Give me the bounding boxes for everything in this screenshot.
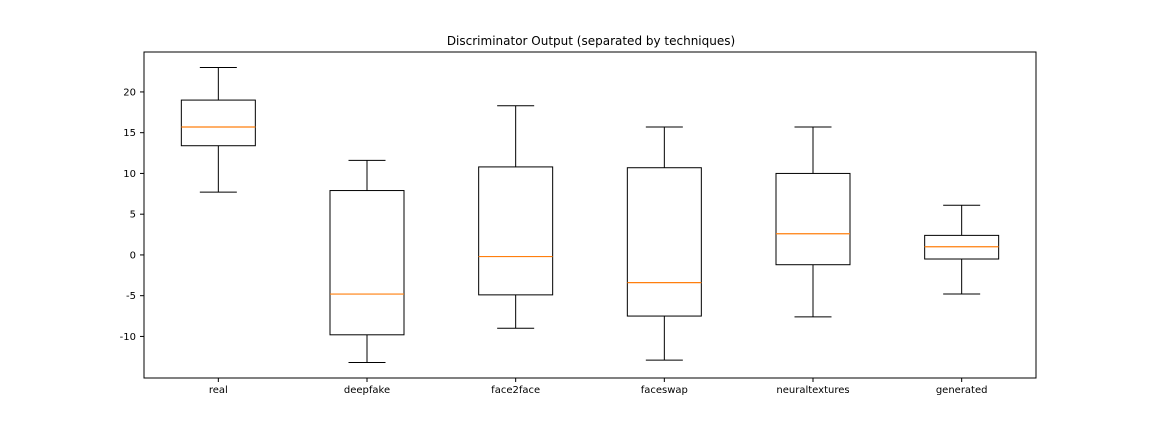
boxes-layer bbox=[180, 66, 1000, 364]
y-tick-label: -10 bbox=[120, 332, 136, 343]
x-tick-label: generated bbox=[936, 385, 988, 396]
y-tick-label: 5 bbox=[130, 210, 136, 221]
iqr-box bbox=[775, 172, 851, 266]
iqr-box bbox=[329, 190, 405, 336]
box-deepfake bbox=[329, 159, 405, 364]
y-tick-label: 0 bbox=[130, 250, 136, 261]
box-neuraltextures bbox=[775, 126, 851, 318]
x-tick-label: neuraltextures bbox=[776, 385, 849, 396]
y-tick-label: -5 bbox=[126, 291, 136, 302]
iqr-box bbox=[478, 166, 554, 296]
x-axis: real deepfake face2face faceswap neuraltextu… bbox=[209, 378, 988, 396]
y-tick-label: 15 bbox=[123, 128, 136, 139]
x-tick-label: real bbox=[209, 385, 228, 396]
chart-title: Discriminator Output (separated by techn… bbox=[446, 34, 736, 48]
box-real bbox=[180, 66, 256, 193]
iqr-box bbox=[180, 99, 256, 147]
x-tick-label: deepfake bbox=[344, 385, 390, 396]
box-generated bbox=[924, 204, 1000, 295]
box-face2face bbox=[478, 105, 554, 329]
x-tick-label: face2face bbox=[491, 385, 540, 396]
plot-frame bbox=[143, 51, 1037, 379]
x-tick-label: faceswap bbox=[641, 385, 688, 396]
box-faceswap bbox=[626, 126, 702, 361]
y-tick-label: 10 bbox=[123, 169, 136, 180]
iqr-box bbox=[626, 167, 702, 317]
y-axis: -10 -5 0 5 10 15 20 bbox=[120, 87, 144, 343]
y-tick-label: 20 bbox=[123, 87, 136, 98]
